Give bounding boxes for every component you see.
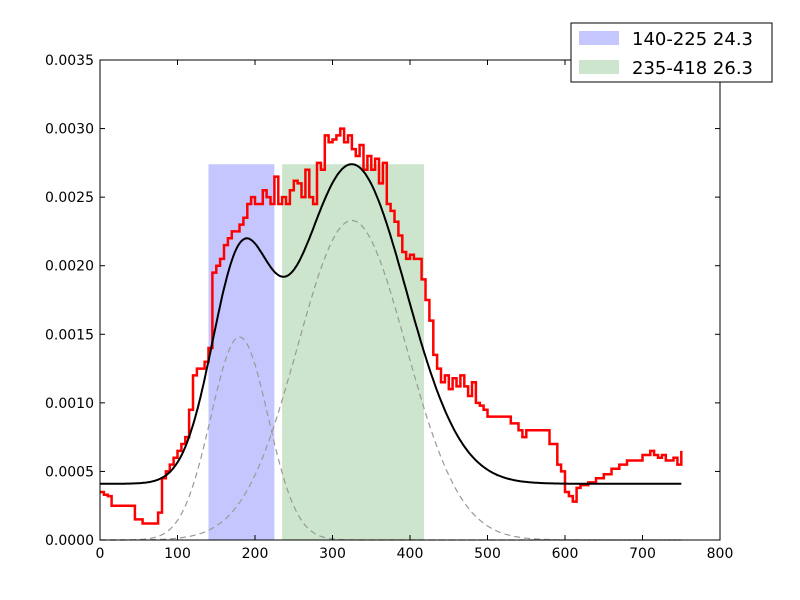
legend-swatch — [579, 60, 619, 74]
y-tick-label: 0.0010 — [45, 396, 94, 412]
fit-curve — [100, 163, 682, 485]
x-tick-label: 600 — [552, 546, 579, 562]
y-axis-ticks: 0.0000 0.0005 0.0010 0.0015 0.0020 0.0025 0.00… — [45, 53, 720, 549]
span-1 — [208, 164, 275, 540]
x-tick-label: 400 — [397, 546, 424, 562]
y-tick-label: 0.0020 — [45, 259, 94, 275]
x-tick-label: 800 — [707, 546, 734, 562]
y-tick-label: 0.0000 — [45, 533, 94, 549]
x-tick-label: 500 — [474, 546, 501, 562]
y-tick-label: 0.0030 — [45, 122, 94, 138]
y-tick-label: 0.0025 — [45, 190, 94, 206]
x-tick-label: 200 — [242, 546, 269, 562]
y-tick-label: 0.0015 — [45, 327, 94, 343]
legend: 140-225 24.3 235-418 26.3 — [570, 22, 773, 83]
x-tick-label: 300 — [319, 546, 346, 562]
span-2 — [282, 164, 424, 540]
highlight-spans — [208, 164, 424, 540]
x-tick-label: 700 — [629, 546, 656, 562]
legend-label: 235-418 26.3 — [632, 58, 753, 79]
legend-label: 140-225 24.3 — [632, 29, 753, 50]
x-tick-label: 100 — [164, 546, 191, 562]
y-tick-label: 0.0005 — [45, 464, 94, 480]
legend-swatch — [579, 31, 619, 45]
y-tick-label: 0.0035 — [45, 53, 94, 69]
x-axis-ticks: 0 100 200 300 400 500 600 700 800 — [96, 60, 734, 562]
x-tick-label: 0 — [96, 546, 105, 562]
